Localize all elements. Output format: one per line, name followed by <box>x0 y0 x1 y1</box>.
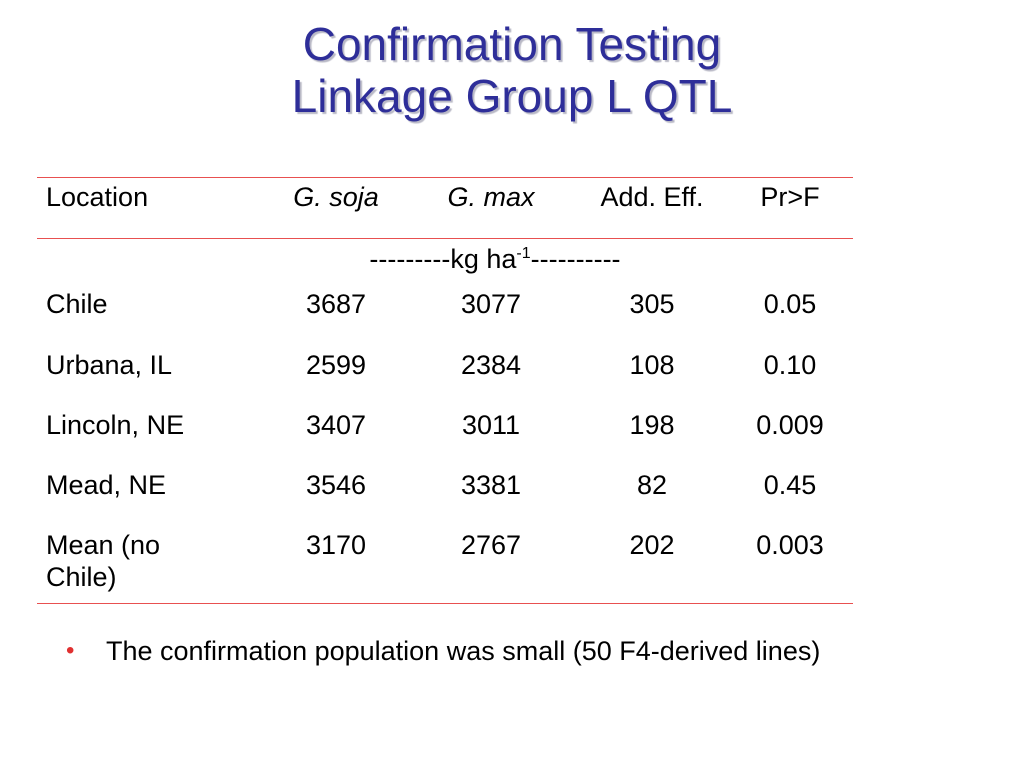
units-prefix: ---------kg ha <box>369 244 517 274</box>
row-g-soja: 2599 <box>305 350 367 380</box>
row-add-eff: 198 <box>629 410 675 440</box>
row-g-soja: 3687 <box>305 289 367 319</box>
row-g-soja: 3170 <box>305 530 367 560</box>
row-location: Lincoln, NE <box>46 410 185 440</box>
table-header-rule <box>37 238 853 239</box>
row-g-max: 2767 <box>460 530 522 560</box>
bullet-item: The confirmation population was small (5… <box>106 636 821 666</box>
slide-title: Confirmation Testing Linkage Group L QTL <box>0 18 1024 122</box>
units-exponent: -1 <box>516 245 531 262</box>
row-g-max: 3077 <box>460 289 522 319</box>
table-top-rule <box>37 177 853 178</box>
row-g-max: 3011 <box>461 410 521 440</box>
row-g-soja: 3407 <box>305 410 367 440</box>
row-add-eff: 202 <box>629 530 675 560</box>
slide-title-line-2: Linkage Group L QTL <box>291 70 733 122</box>
row-location: Mead, NE <box>46 470 167 500</box>
row-location: Chile <box>46 289 108 319</box>
header-pr-f: Pr>F <box>760 182 820 212</box>
header-location: Location <box>46 182 149 212</box>
row-add-eff: 82 <box>636 470 668 500</box>
header-g-max: G. max <box>447 182 535 212</box>
units-suffix: ---------- <box>530 244 621 274</box>
row-g-max: 3381 <box>460 470 522 500</box>
header-add-eff: Add. Eff. <box>600 182 704 212</box>
row-location: Mean (no Chile) <box>46 530 161 592</box>
row-pr-f: 0.45 <box>763 470 817 500</box>
row-pr-f: 0.05 <box>763 289 817 319</box>
header-g-soja: G. soja <box>293 182 379 212</box>
row-pr-f: 0.10 <box>763 350 817 380</box>
row-g-soja: 3546 <box>305 470 367 500</box>
slide-title-line-1: Confirmation Testing <box>302 18 722 70</box>
table-bottom-rule <box>37 603 853 604</box>
row-add-eff: 108 <box>629 350 675 380</box>
row-g-max: 2384 <box>460 350 522 380</box>
row-location: Urbana, IL <box>46 350 173 380</box>
row-pr-f: 0.009 <box>756 410 824 440</box>
row-add-eff: 305 <box>629 289 675 319</box>
bullet-dot-icon: • <box>66 637 75 664</box>
row-pr-f: 0.003 <box>756 530 824 560</box>
units-row: ---------kg ha-1---------- <box>200 242 790 276</box>
